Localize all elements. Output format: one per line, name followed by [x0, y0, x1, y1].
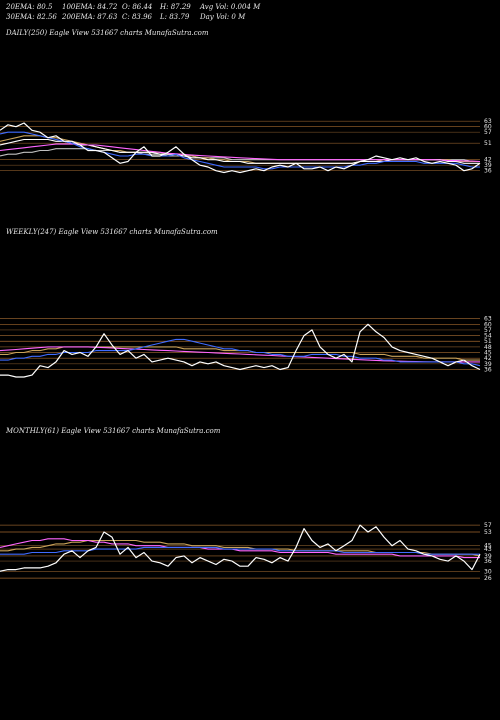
daily-series-line	[0, 143, 481, 163]
monthly-series-line	[0, 524, 481, 572]
monthly-y-tick-label: 36	[484, 558, 492, 565]
weekly-y-tick-label: 48	[484, 344, 492, 351]
weekly-y-tick-label: 57	[484, 327, 492, 334]
daily-chart-title: DAILY(250) Eagle View 531667 charts Muna…	[6, 29, 209, 37]
weekly-y-tick-label: 63	[484, 316, 492, 323]
monthly-y-tick-label: 30	[484, 568, 492, 575]
weekly-y-tick-label: 60	[484, 321, 492, 328]
weekly-series-line	[0, 323, 481, 378]
monthly-y-tick-label: 43	[484, 546, 492, 553]
monthly-series-line	[0, 539, 481, 557]
header-ema-20: 20EMA: 80.5	[6, 3, 53, 11]
weekly-y-tick-label: 36	[484, 366, 492, 373]
weekly-chart-title: WEEKLY(247) Eagle View 531667 charts Mun…	[6, 228, 218, 236]
header-avg-vol: Avg Vol: 0.004 M	[200, 3, 261, 11]
monthly-y-tick-label: 57	[484, 522, 492, 529]
header-day-vol: Day Vol: 0 M	[200, 13, 246, 21]
monthly-y-tick-label: 53	[484, 529, 492, 536]
daily-y-tick-label: 36	[484, 168, 492, 175]
header-open: O: 86.44	[122, 3, 153, 11]
header-close: C: 83.96	[122, 13, 152, 21]
weekly-y-tick-label: 42	[484, 355, 492, 362]
header-low: L: 83.79	[160, 13, 190, 21]
daily-series-line	[0, 131, 480, 170]
daily-y-tick-label: 42	[484, 157, 492, 164]
daily-y-tick-label: 57	[484, 129, 492, 136]
monthly-series-line	[0, 546, 480, 555]
monthly-y-tick-label: 26	[484, 575, 492, 582]
weekly-y-tick-label: 39	[484, 361, 492, 368]
daily-series-line	[0, 122, 481, 174]
daily-y-tick-label: 60	[484, 124, 492, 131]
weekly-y-tick-label: 54	[484, 333, 492, 340]
daily-y-tick-label: 39	[484, 162, 492, 169]
header-ema-100: 100EMA: 84.72	[62, 3, 118, 11]
daily-y-tick-label: 51	[484, 140, 492, 147]
monthly-chart-title: MONTHLY(61) Eagle View 531667 charts Mun…	[6, 427, 221, 435]
weekly-series-line	[0, 346, 480, 363]
daily-y-tick-label: 63	[484, 118, 492, 125]
header-high: H: 87.29	[160, 3, 191, 11]
monthly-y-tick-label: 45	[484, 543, 492, 550]
monthly-series-line	[0, 538, 480, 559]
weekly-y-tick-label: 45	[484, 350, 492, 357]
header-ema-200: 200EMA: 87.63	[62, 13, 118, 21]
header-ema-30: 30EMA: 82.56	[6, 13, 57, 21]
monthly-y-tick-label: 39	[484, 553, 492, 560]
weekly-y-tick-label: 51	[484, 338, 492, 345]
